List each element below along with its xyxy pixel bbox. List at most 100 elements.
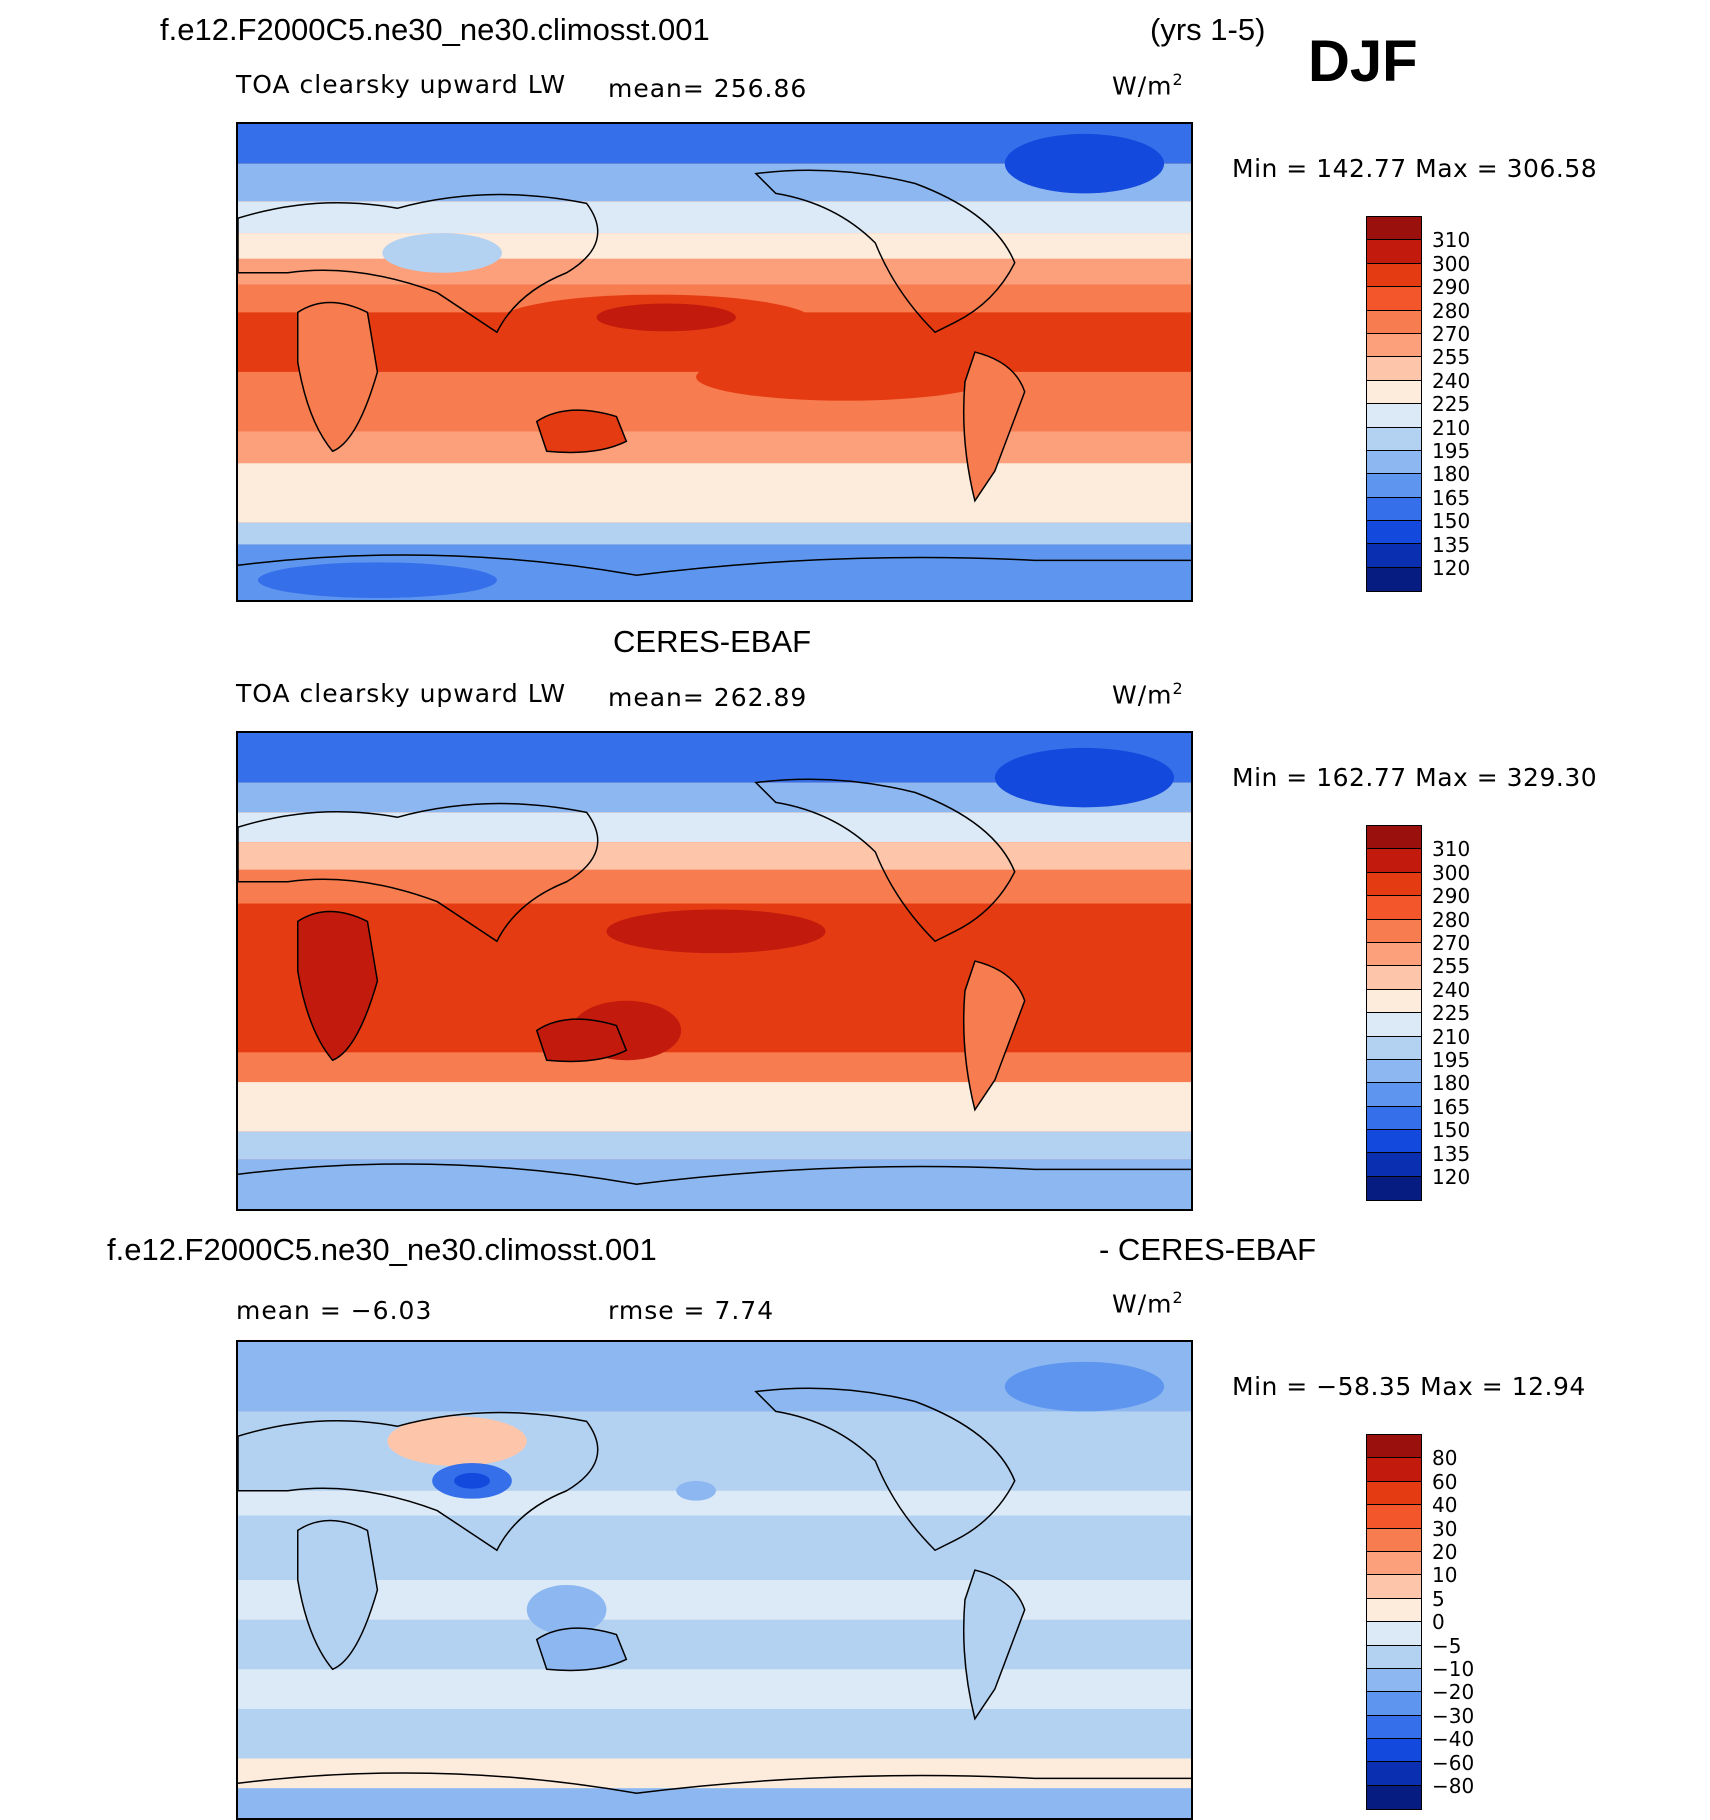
panel3-rmse: rmse = 7.74 [608,1296,775,1325]
colorbar-tick-label: 5 [1432,1586,1445,1611]
colorbar-swatch [1367,1715,1421,1740]
colorbar-tick-label: 270 [1432,931,1471,955]
colorbar-tick-label: 255 [1432,345,1471,370]
panel3-mean: mean = −6.03 [236,1296,433,1325]
colorbar-tick-label: 225 [1432,1001,1471,1026]
colorbar-tick-label: 135 [1432,532,1471,557]
colorbar-tick-label: 310 [1432,228,1471,253]
colorbar-swatch [1367,217,1421,241]
colorbar-tick-label: −40 [1432,1727,1475,1752]
colorbar-tick-label: 40 [1432,1493,1458,1518]
colorbar-swatch [1367,966,1421,990]
colorbar-swatch [1367,1785,1421,1810]
colorbar-swatch [1367,497,1421,522]
colorbar-tick-label: −10 [1432,1657,1475,1681]
colorbar-swatch [1367,310,1421,334]
panel1-colorbar [1366,216,1422,593]
panel1-units: W/m2 [1112,70,1184,101]
colorbar-tick-label: 150 [1432,1118,1471,1143]
colorbar-swatch [1367,1692,1421,1716]
colorbar-swatch [1367,942,1421,967]
panel3-map [236,1340,1193,1820]
panel2-colorbar [1366,825,1422,1202]
colorbar-tick-label: 240 [1432,977,1471,1002]
colorbar-tick-label: 290 [1432,884,1471,909]
colorbar-tick-label: 120 [1432,556,1471,580]
colorbar-tick-label: 195 [1432,439,1471,463]
colorbar-swatch [1367,1739,1421,1763]
colorbar-swatch [1367,287,1421,311]
colorbar-swatch [1367,1458,1421,1482]
colorbar-swatch [1367,1153,1421,1177]
colorbar-swatch [1367,872,1421,897]
colorbar-tick-label: 290 [1432,275,1471,300]
colorbar-tick-label: 270 [1432,322,1471,346]
panel3-title: f.e12.F2000C5.ne30_ne30.climosst.001 [107,1232,657,1267]
colorbar-swatch [1367,1762,1421,1786]
colorbar-swatch [1367,1059,1421,1084]
colorbar-swatch [1367,333,1421,358]
colorbar-tick-label: 300 [1432,251,1471,276]
panel1-map [236,122,1193,602]
colorbar-swatch [1367,240,1421,264]
colorbar-tick-label: −5 [1432,1633,1462,1658]
colorbar-tick-label: 150 [1432,509,1471,534]
colorbar-tick-label: 120 [1432,1165,1471,1189]
colorbar-tick-label: −80 [1432,1774,1475,1798]
colorbar-tick-label: 300 [1432,860,1471,885]
colorbar-tick-label: −30 [1432,1703,1475,1728]
panel3-minmax: Min = −58.35 Max = 12.94 [1232,1372,1586,1401]
colorbar-swatch [1367,427,1421,451]
panel2-variable-label: TOA clearsky upward LW [236,679,567,708]
colorbar-tick-label: 60 [1432,1469,1458,1494]
panel2-minmax: Min = 162.77 Max = 329.30 [1232,763,1598,792]
colorbar-tick-label: 255 [1432,954,1471,979]
colorbar-swatch [1367,849,1421,873]
panel3-units: W/m2 [1112,1288,1184,1319]
colorbar-tick-label: 165 [1432,485,1471,510]
colorbar-tick-label: 10 [1432,1563,1458,1588]
colorbar-swatch [1367,1668,1421,1693]
colorbar-swatch [1367,1575,1421,1599]
colorbar-tick-label: 30 [1432,1516,1458,1541]
colorbar-swatch [1367,989,1421,1014]
colorbar-tick-label: 225 [1432,392,1471,417]
season-title: DJF [1308,29,1418,94]
panel1-map-graphic [238,124,1191,600]
colorbar-swatch [1367,1106,1421,1131]
colorbar-swatch [1367,1528,1421,1552]
panel1-title: f.e12.F2000C5.ne30_ne30.climosst.001 [160,12,710,47]
colorbar-swatch [1367,1551,1421,1576]
panel3-colorbar [1366,1434,1422,1811]
colorbar-tick-label: 210 [1432,415,1471,440]
colorbar-tick-label: 80 [1432,1446,1458,1471]
panel2-title: CERES-EBAF [613,624,812,659]
panel2-mean: mean= 262.89 [608,683,808,712]
colorbar-swatch [1367,474,1421,498]
panel2-map [236,731,1193,1211]
colorbar-tick-label: 165 [1432,1094,1471,1119]
colorbar-swatch [1367,826,1421,850]
colorbar-swatch [1367,1435,1421,1459]
panel1-variable-label: TOA clearsky upward LW [236,70,567,99]
colorbar-swatch [1367,1013,1421,1037]
panel3-title-suffix: - CERES-EBAF [1099,1232,1317,1267]
panel1-mean: mean= 256.86 [608,74,808,103]
colorbar-swatch [1367,1130,1421,1154]
panel2-units: W/m2 [1112,679,1184,710]
colorbar-swatch [1367,1036,1421,1060]
colorbar-tick-label: 310 [1432,837,1471,862]
panel3-map-graphic [238,1342,1191,1818]
colorbar-swatch [1367,404,1421,428]
colorbar-swatch [1367,1645,1421,1669]
colorbar-swatch [1367,521,1421,545]
colorbar-swatch [1367,1505,1421,1529]
colorbar-swatch [1367,919,1421,943]
colorbar-swatch [1367,544,1421,568]
panel2-map-graphic [238,733,1191,1209]
colorbar-swatch [1367,380,1421,405]
colorbar-swatch [1367,1622,1421,1646]
colorbar-tick-label: 180 [1432,462,1471,487]
colorbar-tick-label: 180 [1432,1071,1471,1096]
colorbar-swatch [1367,1176,1421,1201]
